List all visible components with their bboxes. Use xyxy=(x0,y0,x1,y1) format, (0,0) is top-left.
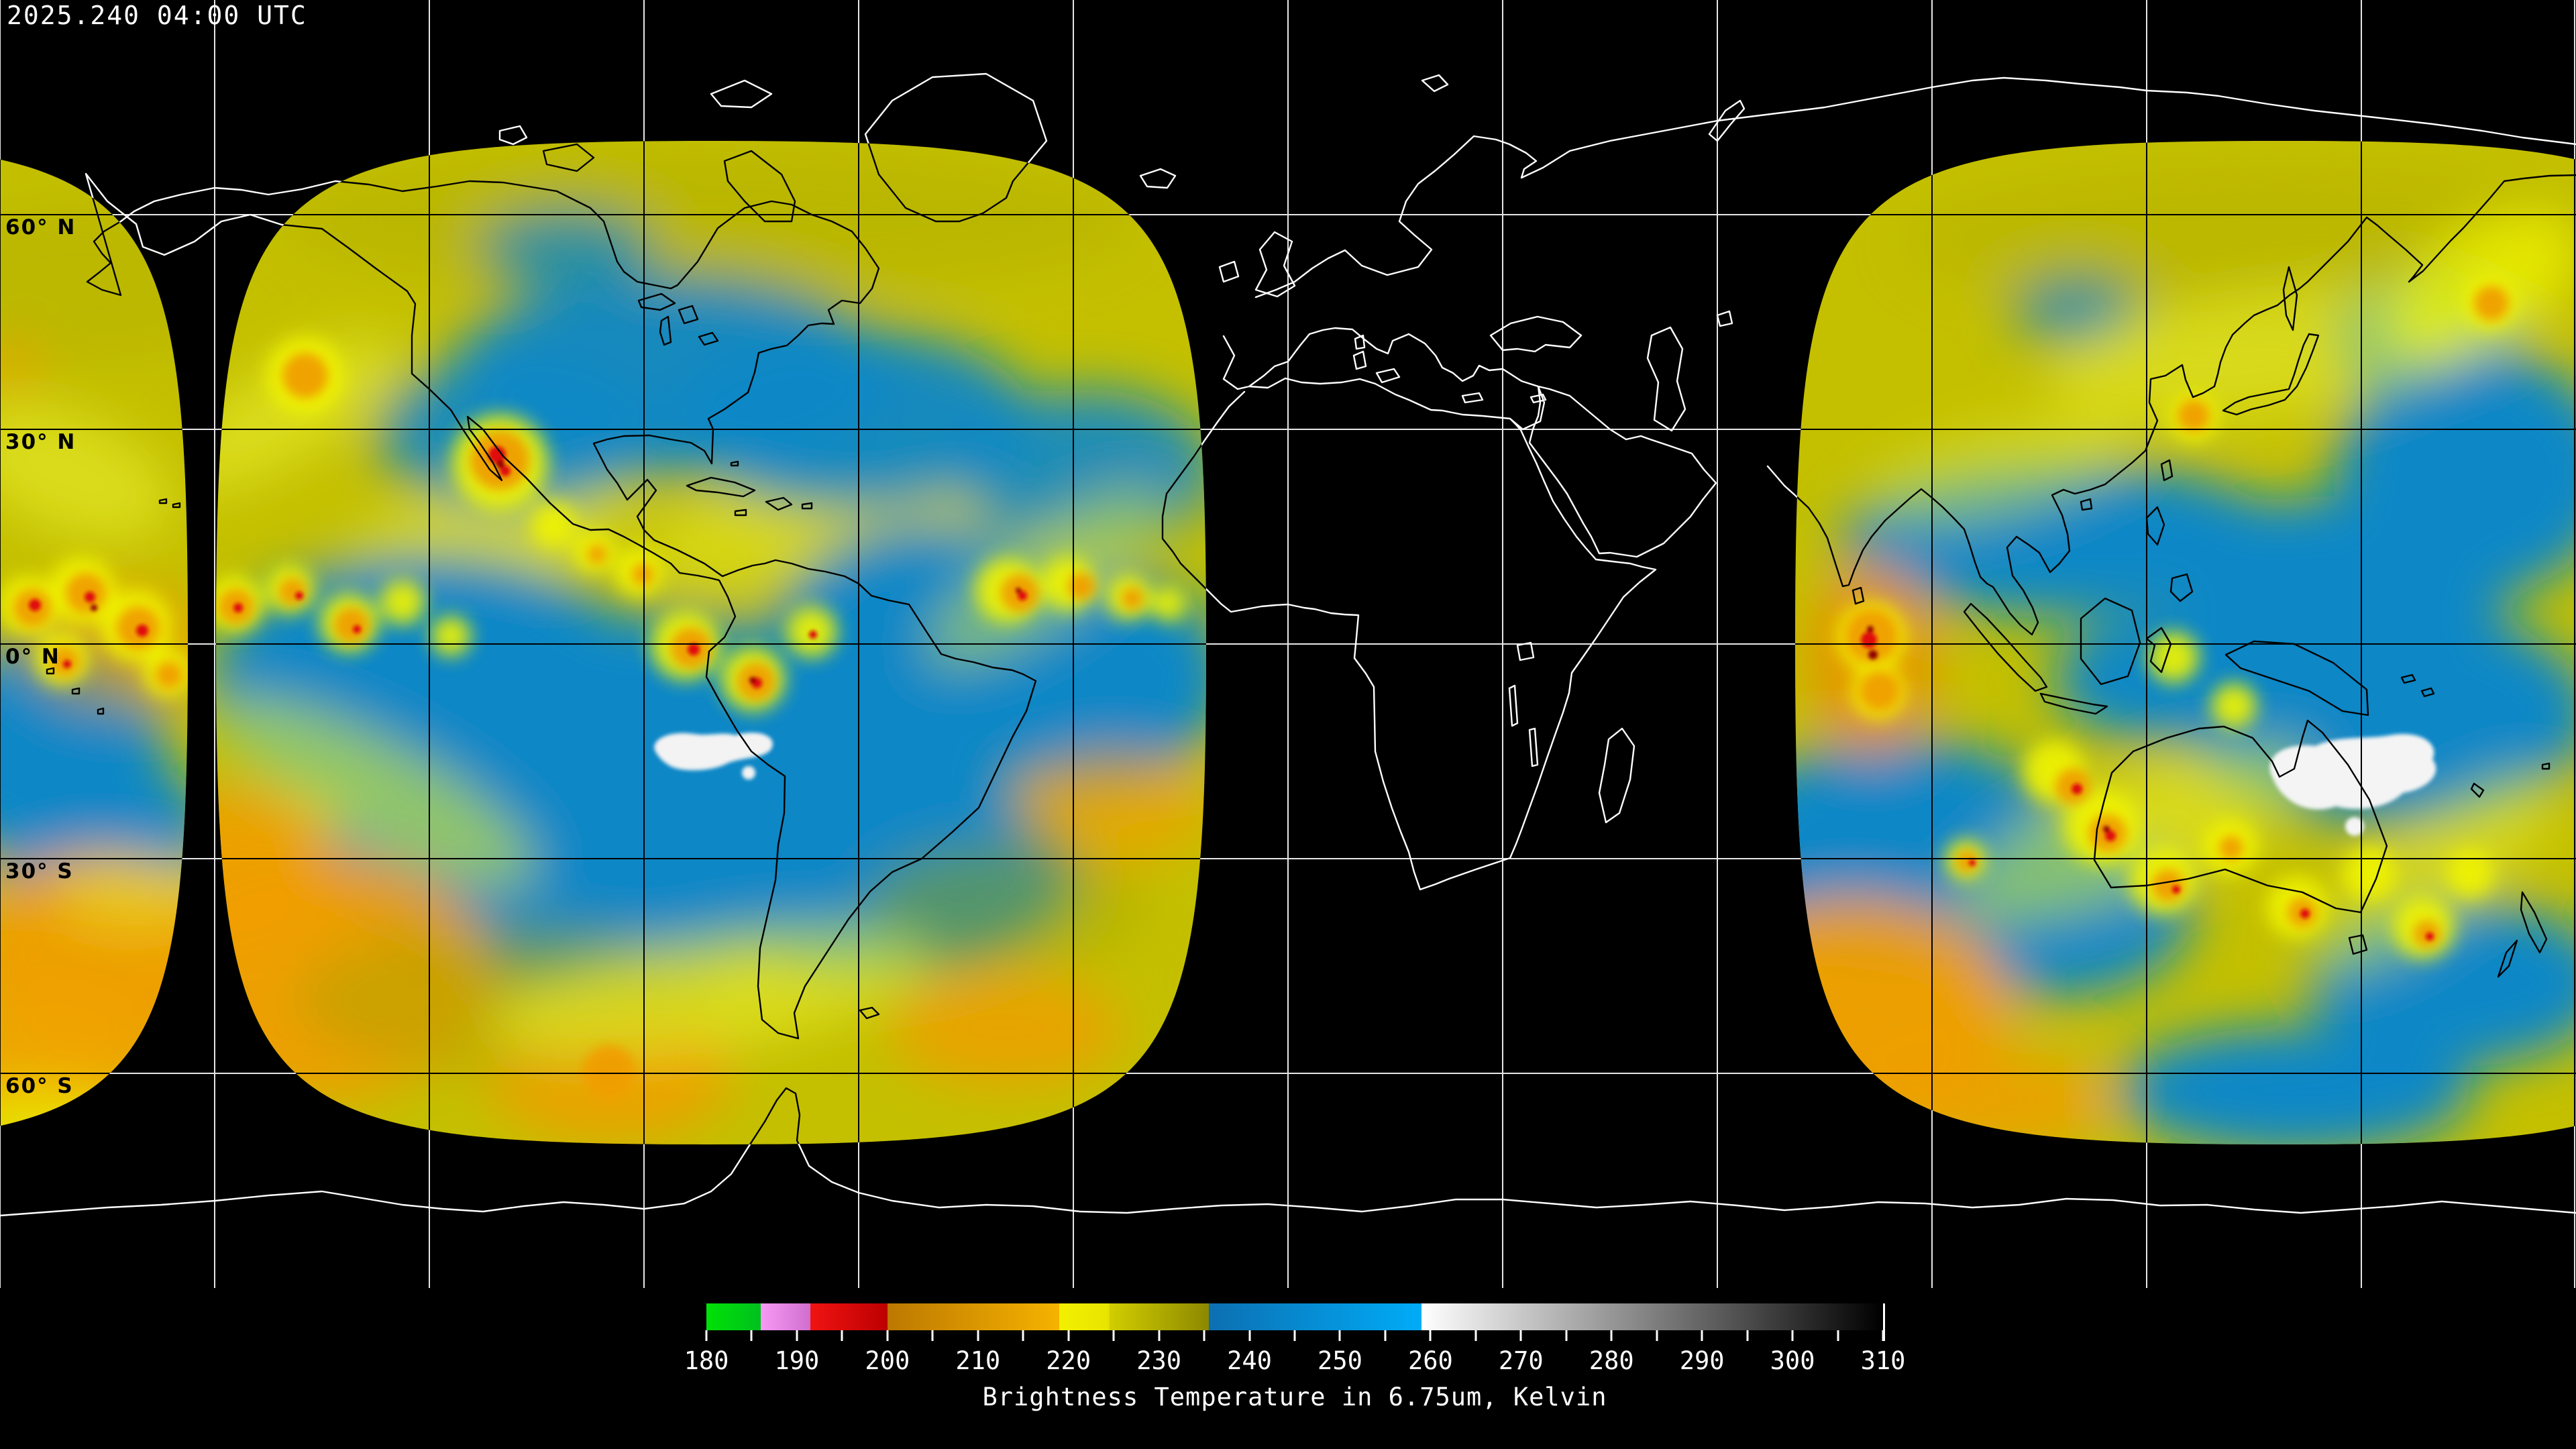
colorbar-tick xyxy=(977,1330,979,1341)
colorbar-tick-label: 280 xyxy=(1589,1346,1634,1375)
colorbar-endcap xyxy=(1883,1303,1885,1341)
colorbar: 180 190 200 210 220 230 240 250 260 270 280 290 300 3… xyxy=(684,1303,1906,1411)
colorbar-tick xyxy=(705,1330,708,1341)
colorbar-tick-label: 310 xyxy=(1860,1346,1906,1375)
timestamp-label: 2025.240 04:00 UTC xyxy=(7,1,307,30)
colorbar-tick-label: 220 xyxy=(1046,1346,1091,1375)
colorbar-tick-label: 290 xyxy=(1679,1346,1725,1375)
colorbar-tick-labels: 180 190 200 210 220 230 240 250 260 270 280 290 300 3… xyxy=(684,1341,1906,1375)
colorbar-tick xyxy=(796,1330,798,1341)
latitude-label-60n: 60° N xyxy=(5,215,76,239)
warm-white-patch-south-america xyxy=(654,733,773,780)
colorbar-tick xyxy=(1067,1330,1070,1341)
latitude-label-0n: 0° N xyxy=(5,645,60,669)
satellite-swath-east xyxy=(1795,141,2576,1144)
colorbar-tick-label: 240 xyxy=(1227,1346,1272,1375)
colorbar-tick-label: 210 xyxy=(955,1346,1001,1375)
colorbar-title: Brightness Temperature in 6.75um, Kelvin xyxy=(982,1383,1607,1411)
colorbar-tick xyxy=(1837,1330,1839,1341)
colorbar-tick xyxy=(1519,1330,1522,1341)
colorbar-tick xyxy=(1746,1330,1749,1341)
colorbar-tick xyxy=(1203,1330,1205,1341)
colorbar-tick xyxy=(841,1330,843,1341)
colorbar-tick xyxy=(1338,1330,1341,1341)
colorbar-tick-label: 270 xyxy=(1498,1346,1544,1375)
colorbar-tick-label: 300 xyxy=(1770,1346,1815,1375)
colorbar-tick xyxy=(1791,1330,1794,1341)
colorbar-tick xyxy=(1882,1330,1884,1341)
colorbar-tick xyxy=(1293,1330,1296,1341)
satellite-swath-west xyxy=(216,141,1206,1144)
colorbar-tick xyxy=(1610,1330,1613,1341)
colorbar-tick xyxy=(1429,1330,1432,1341)
colorbar-tick xyxy=(886,1330,889,1341)
colorbar-ticks xyxy=(705,1330,1884,1341)
colorbar-tick xyxy=(1022,1330,1024,1341)
colorbar-tick xyxy=(1384,1330,1387,1341)
colorbar-tick xyxy=(1565,1330,1568,1341)
colorbar-tick xyxy=(750,1330,753,1341)
colorbar-tick-label: 190 xyxy=(774,1346,820,1375)
colorbar-tick xyxy=(1158,1330,1161,1341)
colorbar-tick-label: 250 xyxy=(1318,1346,1362,1375)
colorbar-tick-label: 260 xyxy=(1407,1346,1453,1375)
colorbar-tick-label: 230 xyxy=(1136,1346,1182,1375)
colorbar-gradient xyxy=(706,1303,1885,1341)
colorbar-tick xyxy=(1474,1330,1477,1341)
colorbar-tick xyxy=(1656,1330,1658,1341)
latitude-label-60s: 60° S xyxy=(5,1074,74,1098)
latitude-label-30n: 30° N xyxy=(5,430,76,454)
colorbar-tick-label: 180 xyxy=(684,1346,729,1375)
latitude-label-30s: 30° S xyxy=(5,859,74,883)
colorbar-tick xyxy=(1112,1330,1115,1341)
colorbar-tick xyxy=(1248,1330,1251,1341)
colorbar-tick-label: 200 xyxy=(865,1346,910,1375)
colorbar-tick xyxy=(931,1330,934,1341)
colorbar-tick xyxy=(1701,1330,1703,1341)
